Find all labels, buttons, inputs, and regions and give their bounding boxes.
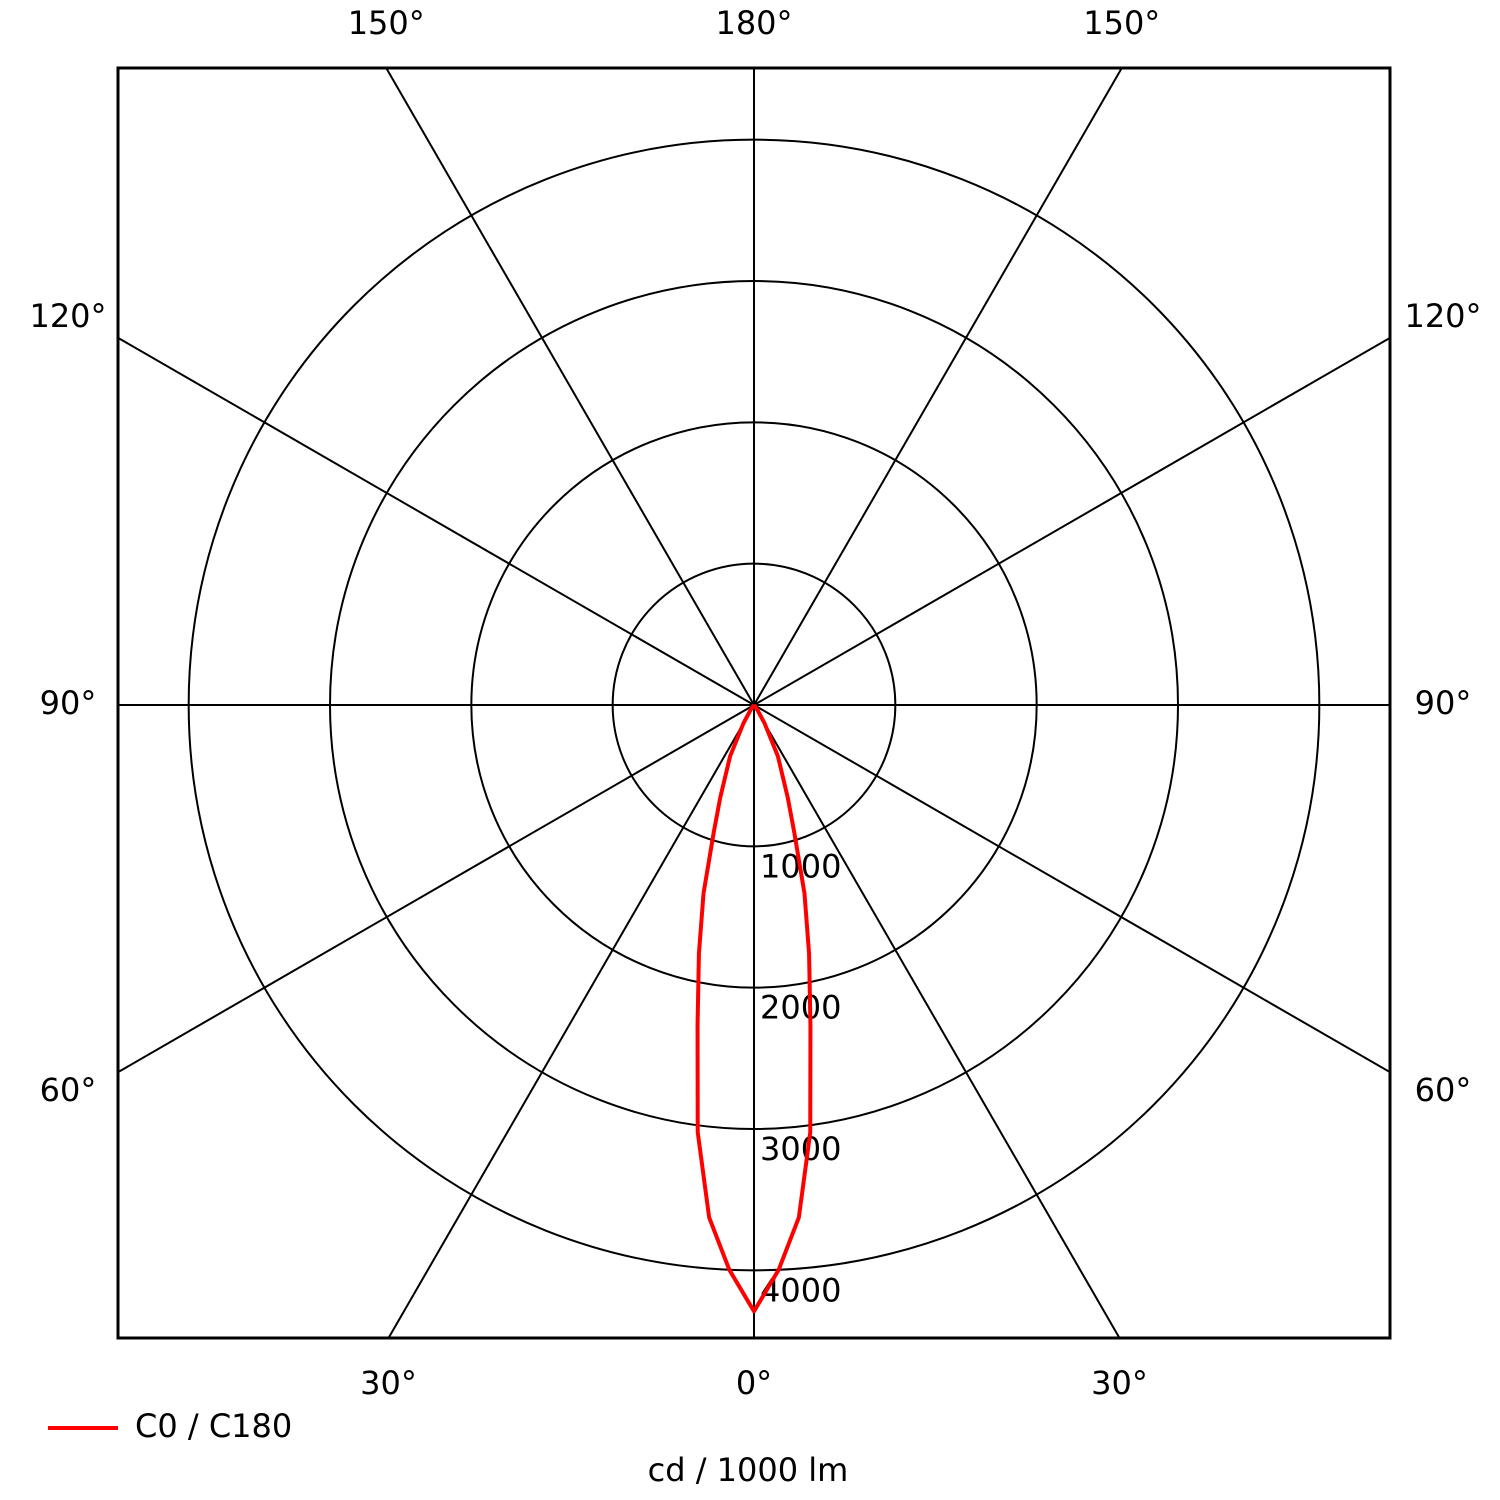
grid	[118, 68, 1390, 1338]
grid-spoke	[753, 704, 1390, 1074]
theta-tick-label: 180°	[715, 4, 792, 42]
theta-tick-label: 150°	[1083, 4, 1160, 42]
grid-spoke	[753, 68, 1123, 706]
intensity-curve	[695, 703, 813, 1314]
unit-label: cd / 1000 lm	[648, 1451, 849, 1489]
grid-spoke	[753, 336, 1390, 706]
theta-tick-label: 30°	[1091, 1364, 1148, 1402]
theta-tick-label: 90°	[40, 684, 97, 722]
plot-frame	[116, 66, 1392, 1340]
grid-spoke	[118, 704, 755, 1074]
theta-tick-label: 120°	[29, 297, 106, 335]
grid-spoke	[387, 704, 755, 1338]
theta-tick-label: 0°	[736, 1364, 772, 1402]
grid-spoke	[753, 704, 1121, 1338]
grid-spoke	[118, 336, 755, 706]
theta-tick-label: 60°	[1415, 1071, 1472, 1109]
r-tick-label: 3000	[760, 1130, 841, 1168]
theta-tick-label: 90°	[1415, 684, 1472, 722]
theta-tick-label: 150°	[348, 4, 425, 42]
r-tick-label: 2000	[760, 989, 841, 1027]
theta-tick-label: 60°	[40, 1071, 97, 1109]
grid-spoke	[385, 68, 755, 706]
legend-label: C0 / C180	[135, 1407, 292, 1445]
theta-tick-label: 30°	[360, 1364, 417, 1402]
theta-tick-label: 120°	[1404, 297, 1481, 335]
